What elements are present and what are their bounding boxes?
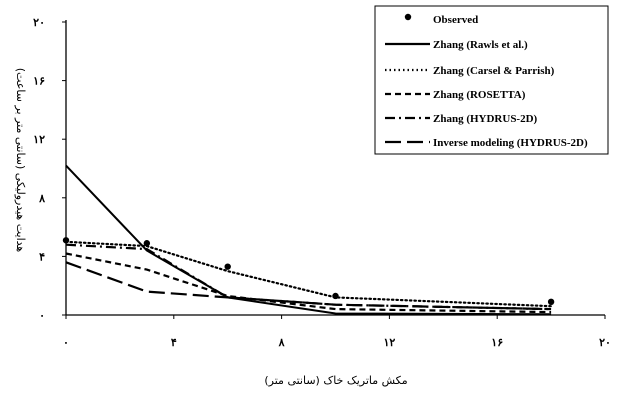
legend-label: Zhang (Carsel & Parrish) xyxy=(433,65,555,77)
y-tick-label: ۰ xyxy=(39,309,45,322)
x-tick-label: ۰ xyxy=(63,336,69,349)
series-line-1 xyxy=(65,164,552,316)
x-tick-label: ۴ xyxy=(171,336,177,349)
x-tick-label: ۸ xyxy=(278,336,285,349)
legend-label: Zhang (HYDRUS-2D) xyxy=(433,113,538,125)
x-tick-label: ۱۲ xyxy=(383,336,395,349)
series-line-3 xyxy=(65,252,552,314)
legend-label: Zhang (Rawls et al.) xyxy=(433,39,528,51)
y-tick-label: ۴ xyxy=(39,250,45,263)
legend: Observed Zhang (Rawls et al.) Zhang (Carse… xyxy=(374,5,609,155)
legend-label: Inverse modeling (HYDRUS-2D) xyxy=(433,137,588,149)
series-line-4 xyxy=(65,243,552,311)
observed-point xyxy=(547,298,555,306)
series-line-2 xyxy=(64,240,553,308)
legend-box xyxy=(374,5,609,155)
legend-label: Zhang (ROSETTA) xyxy=(433,89,526,101)
x-tick-label: ۲۰ xyxy=(599,336,611,349)
y-tick-label: ۱۲ xyxy=(33,133,45,146)
series-layer xyxy=(62,164,555,316)
observed-point xyxy=(143,240,151,247)
legend-label: Observed xyxy=(433,14,478,26)
x-axis-title: مکش ماتریک خاک (سانتی متر) xyxy=(264,374,407,387)
series-line-5 xyxy=(65,261,552,311)
x-tick-label: ۱۶ xyxy=(491,336,503,349)
y-tick-label: ۱۶ xyxy=(33,75,45,88)
y-tick-label: ۲۰ xyxy=(33,16,45,29)
y-tick-label: ۸ xyxy=(38,192,45,205)
y-axis-title: هدایت هیدرولیکی (سانتی متر بر ساعت) xyxy=(14,68,27,253)
legend-marker xyxy=(404,13,412,21)
observed-point xyxy=(224,263,231,270)
